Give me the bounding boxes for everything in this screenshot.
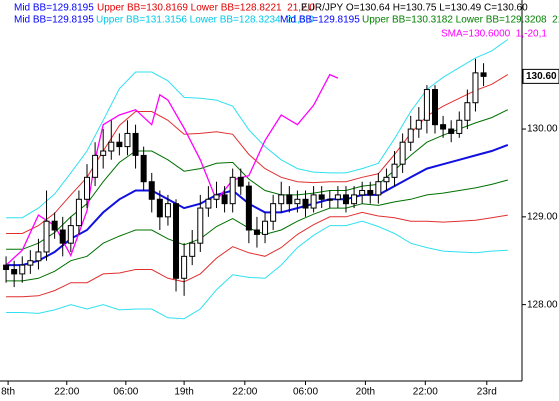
candle-body [164,203,171,218]
indicator-label: Mid BB=129.8195 [14,15,94,26]
candle-body [132,132,139,156]
x-tick-label: 23rd [477,387,497,398]
candle-body [359,190,366,196]
candle-body [318,194,325,200]
candle-body [197,207,204,244]
candle-body [27,260,34,266]
candle-body [326,198,333,201]
overlay: 128.00 129.00 130.00 8th 22:00 06:00 19th 22:00… [1,3,559,398]
band-lower-3 [6,220,508,320]
candle-body [148,181,155,200]
candle-body [253,229,260,235]
x-tick-label: 22:00 [232,387,257,398]
candle-body [237,176,244,187]
indicator-label: Mid BB=129.8195 [280,15,360,26]
last-price-label: 130.60 [526,71,557,82]
last-price-box [522,68,559,84]
candle-body [480,72,487,77]
candle-body [399,141,406,165]
indicator-label: Mid BB=129.8195 [14,3,94,14]
candle-body [472,72,479,104]
x-tick-label: 06:00 [293,387,318,398]
candle-body [67,225,74,244]
candle-body [407,128,414,143]
candle-body [173,203,180,279]
candle-body [189,242,196,257]
x-tick-label: 22:00 [54,387,79,398]
candle-body [440,124,447,130]
candle-body [229,176,236,205]
candle-body [35,251,42,262]
x-tick-label: 22:00 [413,387,438,398]
candle-body [92,154,99,178]
candle-body [262,220,269,235]
candle-body [423,89,430,121]
candle-body [342,194,349,205]
y-tick-label: 130.00 [527,124,558,135]
candle-body [221,194,228,205]
candle-body [3,264,10,271]
candle-body [278,194,285,205]
candle-body [391,163,398,178]
x-tick-label: 8th [1,387,15,398]
candle-body [310,194,317,209]
candle-body [75,198,82,227]
indicator-label: SMA=130.6000 1,-20,1 [441,29,547,40]
candle-body [59,229,66,244]
candle-body [456,119,463,134]
candle-body [156,198,163,218]
plot-area [3,39,509,320]
candle-body [84,176,90,200]
candle-body [351,194,358,205]
x-tick-label: 19th [174,387,193,398]
candle-body [383,176,390,183]
candle-body [432,89,438,126]
candle-body [124,132,131,148]
candle-body [51,220,58,231]
band-middle [6,143,509,267]
candle-body [464,102,471,121]
band-upper-1 [6,109,509,250]
candle-body [100,150,107,156]
candle-body [270,203,277,222]
candle-body [213,194,220,200]
candle-body [43,220,50,253]
candle-body [11,269,18,275]
candle-body [140,154,147,183]
indicator-label: Upper BB=130.8169 Lower BB=128.8221 21,2… [97,3,315,14]
candle-body [367,190,374,196]
indicator-label: EUR/JPY O=130.64 H=130.75 L=130.49 C=130… [301,3,528,14]
candle-body [448,128,455,134]
x-tick-label: 20th [356,387,375,398]
candle-body [415,119,422,130]
candle-body [375,181,382,196]
candle-body [286,194,293,205]
sma-line [5,73,339,266]
band-lower-2 [6,211,508,298]
candle-body [19,264,26,275]
candle-body [302,198,309,209]
indicator-label: Upper BB=130.3182 Lower BB=129.3208 21,1… [362,15,559,26]
candle-body [108,141,115,152]
candle-body [116,141,123,148]
y-tick-label: 128.00 [527,299,558,310]
y-tick-label: 129.00 [527,211,558,222]
candle-body [245,185,252,231]
candle-body [205,198,212,209]
candle-body [294,198,301,205]
candle-body [334,194,341,200]
candle-body [181,255,188,279]
x-tick-label: 06:00 [113,387,138,398]
indicator-label: Upper BB=131.3156 Lower BB=128.3234 21,3… [96,15,314,26]
